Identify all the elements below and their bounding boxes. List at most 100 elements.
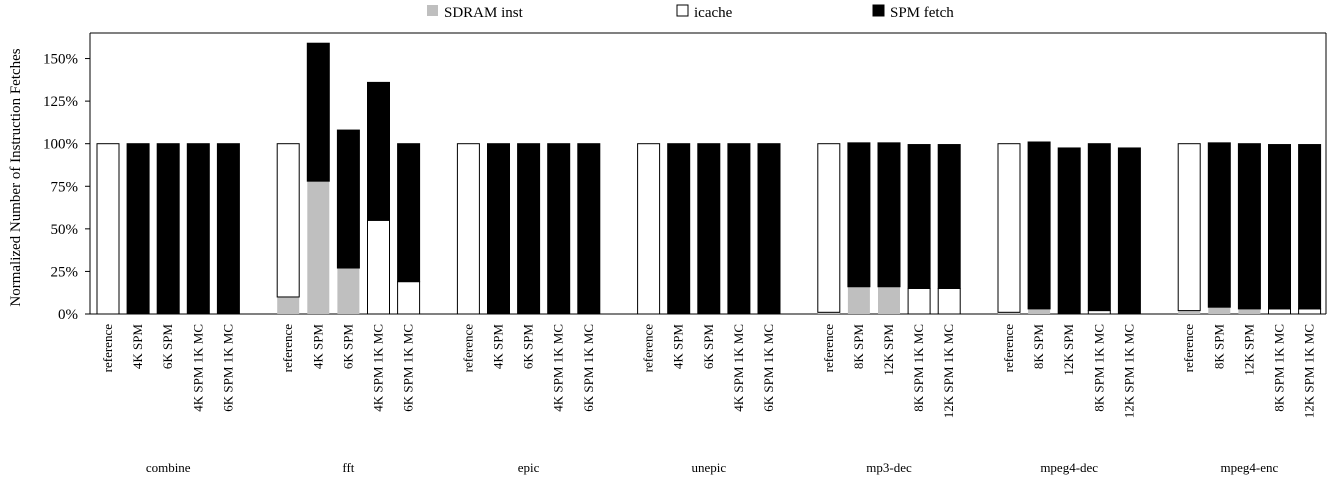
x-category-label: 6K SPM 1K MC xyxy=(220,324,235,412)
x-category-label: 4K SPM 1K MC xyxy=(190,324,205,412)
x-category-label: 4K SPM xyxy=(130,324,145,370)
bar-segment-sdram-mpeg4-dec-1 xyxy=(1028,308,1051,314)
x-category-label: 6K SPM xyxy=(521,324,536,370)
x-category-label: 6K SPM xyxy=(160,324,175,370)
bar-segment-sdram-fft-2 xyxy=(337,268,360,314)
x-category-label: 8K SPM xyxy=(1211,324,1226,370)
bar-segment-sdram-fft-0 xyxy=(277,296,300,314)
x-category-label: 8K SPM xyxy=(851,324,866,370)
bar-segment-icache-mp3-dec-0 xyxy=(817,143,841,313)
x-category-label: reference xyxy=(1001,324,1016,373)
bar-segment-spm-combine-1 xyxy=(126,143,150,315)
x-category-label: 6K SPM xyxy=(340,324,355,370)
group-label-mp3-dec: mp3-dec xyxy=(866,460,912,475)
y-tick-label: 50% xyxy=(51,222,79,238)
x-category-label: 12K SPM xyxy=(1061,324,1076,376)
x-category-label: reference xyxy=(100,324,115,373)
bar-segment-spm-mp3-dec-4 xyxy=(937,144,961,289)
y-tick-label: 0% xyxy=(58,307,78,323)
legend: SDRAM inst icache SPM fetch xyxy=(427,4,954,21)
bar-segment-sdram-mpeg4-dec-0 xyxy=(998,312,1020,314)
bar-segment-icache-mpeg4-dec-0 xyxy=(997,143,1021,313)
bar-segment-icache-mpeg4-enc-0 xyxy=(1177,143,1201,312)
bar-segment-spm-fft-2 xyxy=(336,129,360,269)
legend-swatch-sdram xyxy=(427,5,438,16)
x-category-label: reference xyxy=(460,324,475,373)
bar-segment-spm-epic-2 xyxy=(517,143,541,315)
group-label-mpeg4-enc: mpeg4-enc xyxy=(1221,460,1279,475)
bar-segment-spm-fft-3 xyxy=(367,81,390,221)
x-category-label: 8K SPM xyxy=(1031,324,1046,370)
x-category-label: 8K SPM 1K MC xyxy=(911,324,926,412)
bar-segment-spm-mpeg4-enc-1 xyxy=(1207,142,1231,308)
bar-segment-icache-mp3-dec-4 xyxy=(937,287,961,315)
bar-segment-spm-unepic-1 xyxy=(667,143,691,315)
bar-segment-icache-fft-0 xyxy=(276,143,300,298)
bar-segment-spm-unepic-3 xyxy=(727,143,751,315)
x-category-label: reference xyxy=(1181,324,1196,373)
x-category-label: 4K SPM 1K MC xyxy=(551,324,566,412)
x-category-label: 12K SPM xyxy=(881,324,896,376)
x-category-label: 8K SPM 1K MC xyxy=(1272,324,1287,412)
bar-segment-spm-mpeg4-enc-4 xyxy=(1298,144,1322,310)
bar-segment-icache-mpeg4-dec-3 xyxy=(1087,310,1111,315)
x-category-label: 4K SPM xyxy=(671,324,686,370)
x-axis-labels: reference 4K SPM 6K SPM 4K SPM 1K MC 6K SPM … xyxy=(100,324,1317,419)
y-tick-label: 100% xyxy=(43,137,78,153)
bar-segment-icache-combine-0 xyxy=(96,143,120,315)
bar-segment-icache-fft-3 xyxy=(367,219,390,315)
y-axis-title: Normalized Number of Instruction Fetches xyxy=(8,48,24,306)
x-category-label: reference xyxy=(821,324,836,373)
x-category-label: 4K SPM xyxy=(491,324,506,370)
x-category-label: 4K SPM 1K MC xyxy=(371,324,386,412)
legend-swatch-spm xyxy=(872,4,885,17)
bar-segment-sdram-mp3-dec-1 xyxy=(847,286,870,314)
bar-segment-spm-mp3-dec-3 xyxy=(907,144,931,289)
group-label-combine: combine xyxy=(146,460,191,475)
x-category-label: 12K SPM 1K MC xyxy=(941,324,956,418)
x-category-label: 12K SPM 1K MC xyxy=(1302,324,1317,418)
bar-segment-spm-combine-4 xyxy=(216,143,240,315)
group-labels: combine fft epic unepic mp3-dec mpeg4-dec mpeg… xyxy=(146,460,1279,475)
x-category-label: 8K SPM 1K MC xyxy=(1091,324,1106,412)
bar-segment-icache-mpeg4-enc-3 xyxy=(1268,308,1291,315)
bar-segment-spm-mpeg4-enc-2 xyxy=(1237,143,1261,310)
x-category-label: 4K SPM 1K MC xyxy=(731,324,746,412)
bar-segment-sdram-fft-1 xyxy=(307,181,330,314)
legend-label-spm: SPM fetch xyxy=(890,5,954,21)
x-category-label: 12K SPM 1K MC xyxy=(1121,324,1136,418)
group-label-unepic: unepic xyxy=(691,460,726,475)
bar-segment-spm-mpeg4-dec-3 xyxy=(1087,143,1111,312)
bar-segment-icache-epic-0 xyxy=(456,143,480,315)
bar-segment-spm-fft-4 xyxy=(397,143,421,283)
bar-segment-sdram-mpeg4-enc-2 xyxy=(1238,308,1261,314)
legend-label-icache: icache xyxy=(694,5,733,21)
y-tick-label: 25% xyxy=(51,264,79,280)
bar-segment-icache-mp3-dec-3 xyxy=(907,287,931,315)
bar-segment-spm-mp3-dec-1 xyxy=(847,142,871,288)
bar-segment-spm-epic-1 xyxy=(487,143,510,315)
bar-segment-spm-fft-1 xyxy=(306,42,330,182)
bar-segment-spm-unepic-2 xyxy=(697,143,721,315)
bar-segment-icache-fft-4 xyxy=(397,281,421,315)
x-category-label: 6K SPM xyxy=(701,324,716,370)
bar-segment-spm-epic-3 xyxy=(547,143,571,315)
bar-segment-spm-combine-3 xyxy=(186,143,210,315)
bar-segment-spm-mpeg4-dec-4 xyxy=(1117,147,1141,315)
bar-segment-spm-mpeg4-dec-2 xyxy=(1057,147,1081,315)
x-category-label: 4K SPM xyxy=(310,324,325,370)
legend-label-sdram: SDRAM inst xyxy=(444,5,524,21)
x-category-label: reference xyxy=(641,324,656,373)
bar-segment-sdram-mpeg4-enc-0 xyxy=(1178,310,1201,314)
legend-swatch-icache xyxy=(676,4,689,17)
bar-segment-sdram-mp3-dec-0 xyxy=(817,312,840,314)
group-label-epic: epic xyxy=(518,460,540,475)
bar-segment-sdram-mp3-dec-2 xyxy=(878,286,900,314)
group-label-mpeg4-dec: mpeg4-dec xyxy=(1040,460,1098,475)
y-tick-label: 150% xyxy=(43,52,78,68)
x-category-label: 6K SPM 1K MC xyxy=(401,324,416,412)
x-category-label: 6K SPM 1K MC xyxy=(761,324,776,412)
bar-segment-sdram-mpeg4-enc-1 xyxy=(1208,307,1231,314)
bars xyxy=(96,42,1322,315)
